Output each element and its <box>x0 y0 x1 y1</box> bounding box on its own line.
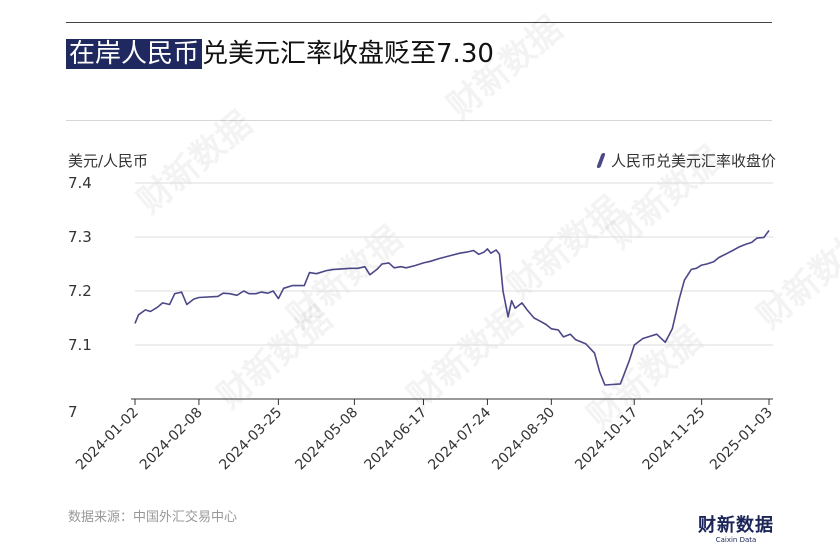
y-tick-label: 7 <box>68 403 78 421</box>
x-tick-label: 2024-08-30 <box>489 405 558 474</box>
logo-sub-text: Caixin Data <box>715 536 757 544</box>
watermark-text: 财新数据 <box>130 104 260 222</box>
x-tick-label: 2024-07-24 <box>425 404 494 473</box>
data-source: 数据来源：中国外汇交易中心 <box>68 510 238 525</box>
watermark-text: 财新数据 <box>440 9 570 127</box>
x-tick-label: 2024-11-25 <box>640 405 709 474</box>
legend: 人民币兑美元汇率收盘价 <box>596 150 776 171</box>
x-tick-label: 2024-03-25 <box>216 405 285 474</box>
x-tick-label: 2025-01-03 <box>707 405 776 474</box>
caixin-data-logo: 财新数据 Caixin Data <box>698 516 774 545</box>
title-rest: 兑美元汇率收盘贬至7.30 <box>202 39 494 69</box>
x-tick-label: 2024-06-17 <box>361 405 430 474</box>
legend-label: 人民币兑美元汇率收盘价 <box>610 152 776 170</box>
top-rule <box>66 22 772 23</box>
watermark-text: 财新数据 <box>500 189 630 307</box>
watermark-layer: 财新数据财新数据财新数据财新数据财新数据财新数据财新数据财新数据财新数据 <box>130 9 840 437</box>
series-layer <box>134 230 770 386</box>
x-tick-label: 2024-01-02 <box>73 405 142 474</box>
y-tick-label: 7.3 <box>68 228 92 246</box>
y-tick-label: 7.1 <box>68 336 92 354</box>
title-highlight: 在岸人民币 <box>66 39 203 69</box>
x-tick-label: 2024-02-08 <box>137 405 206 474</box>
y-grid <box>135 182 773 346</box>
y-tick-label: 7.2 <box>68 282 92 300</box>
title-separator <box>66 120 772 121</box>
series-line-cny-usd <box>134 230 770 386</box>
logo-main-text: 财新数据 <box>698 515 774 536</box>
y-tick-label: 7.4 <box>68 174 92 192</box>
x-tick-label: 2024-05-08 <box>292 405 361 474</box>
y-axis-unit: 美元/人民币 <box>68 152 149 170</box>
chart-title: 在岸人民币 兑美元汇率收盘贬至7.30 <box>66 34 494 74</box>
y-axis-ticks: 7 7.1 7.2 7.3 7.4 <box>68 174 92 421</box>
